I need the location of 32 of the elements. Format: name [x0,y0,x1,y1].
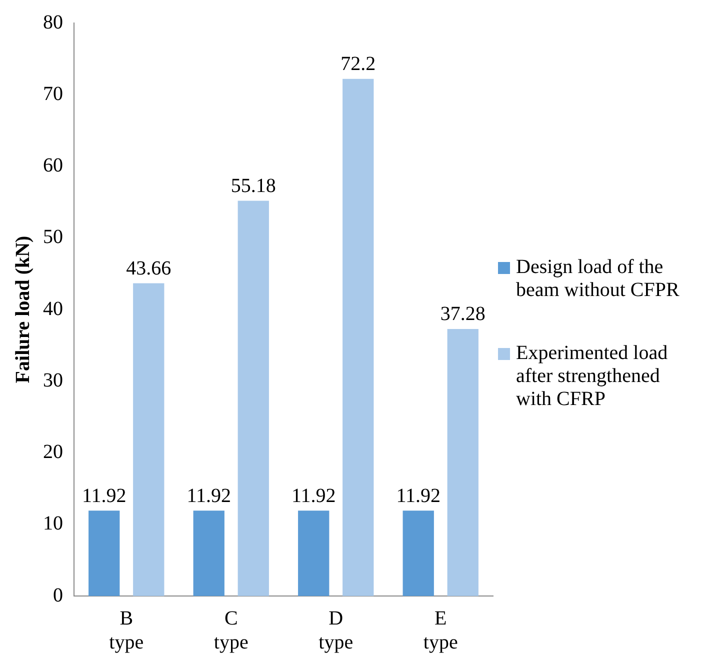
data-label: 11.92 [396,484,440,507]
x-tick-label: D type [318,607,354,654]
y-tick-label: 60 [43,154,63,176]
data-label: 43.66 [126,258,172,280]
data-label: 55.18 [230,175,276,198]
y-tick-label: 20 [43,441,63,463]
bar [342,78,374,596]
y-tick-label: 10 [43,512,63,535]
y-tick-label: 0 [53,584,63,606]
data-label: 37.28 [440,303,486,326]
bar [193,510,224,596]
y-axis-title: Failure load (kN) [12,236,34,384]
data-label: 11.92 [82,484,126,507]
bar [447,328,478,596]
legend-label: Experimented load after strengthened with CFRP [516,342,669,410]
bar [88,510,120,596]
data-label: 11.92 [186,484,231,507]
y-tick-label: 40 [43,298,63,320]
bar [402,510,434,596]
y-tick-label: 30 [43,369,63,392]
x-tick-label: C type [214,607,248,654]
legend-label: Design load of the beam without CFPR [516,256,680,302]
y-tick-label: 70 [43,82,63,105]
bar [133,283,164,596]
data-label: 11.92 [291,484,336,507]
x-tick-label: B type [109,607,144,654]
data-label: 72.2 [340,53,376,76]
bar [238,200,269,596]
bar [298,510,330,596]
x-tick-label: E type [423,607,458,654]
y-tick-label: 80 [43,11,63,34]
y-tick-label: 50 [43,226,63,248]
